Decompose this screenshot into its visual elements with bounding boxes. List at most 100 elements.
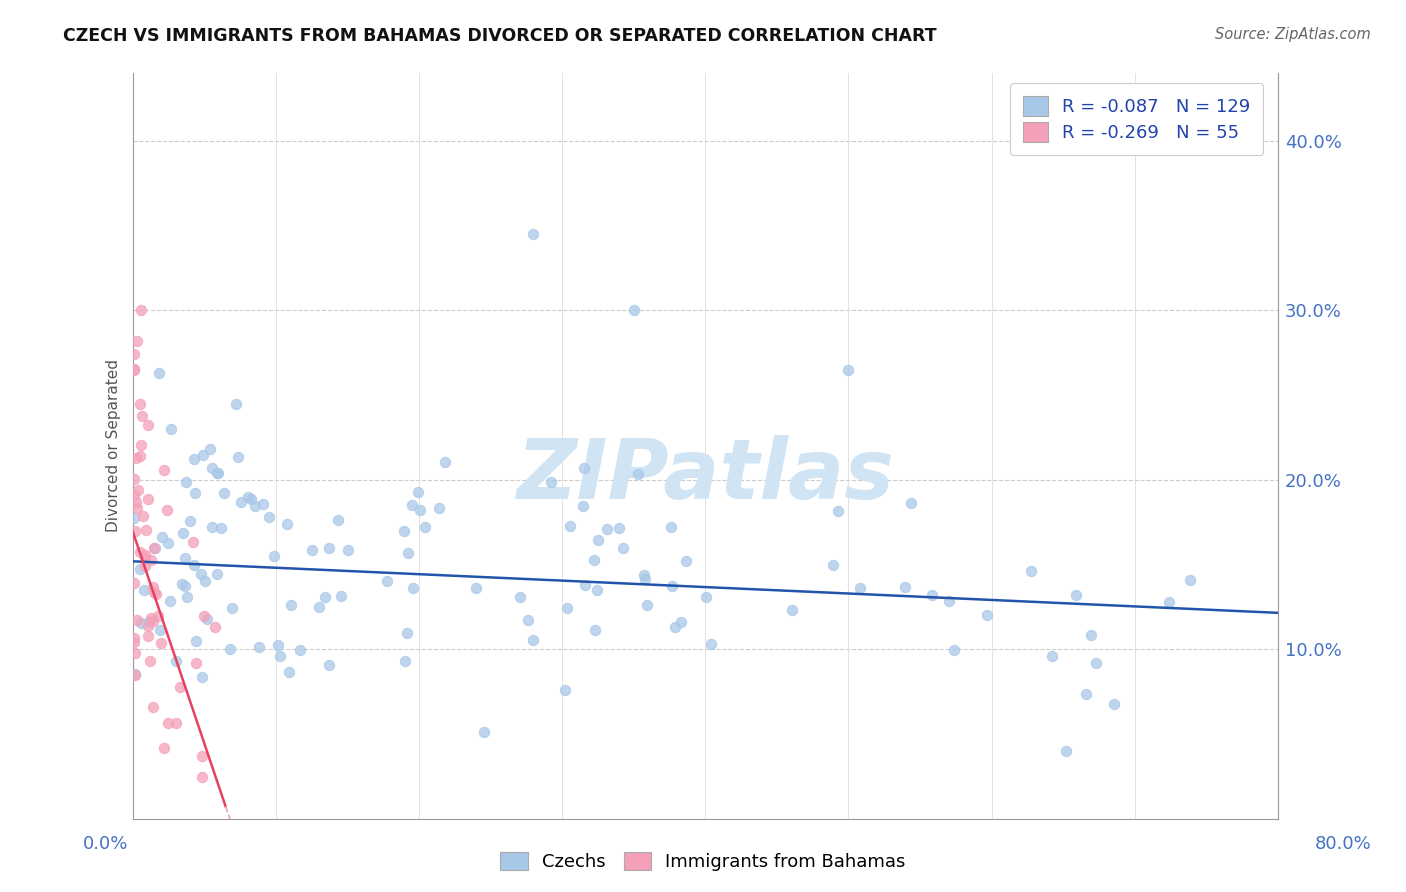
Point <box>849 581 872 595</box>
Point <box>138 615 160 629</box>
Point <box>156 503 179 517</box>
Point <box>225 397 247 411</box>
Point <box>169 680 191 694</box>
Point <box>165 654 187 668</box>
Point <box>136 619 159 633</box>
Point <box>127 501 149 516</box>
Point <box>1064 588 1087 602</box>
Point <box>122 473 145 487</box>
Point <box>160 422 183 436</box>
Point <box>181 535 204 549</box>
Point <box>522 227 544 241</box>
Point <box>402 582 425 596</box>
Point <box>190 670 212 684</box>
Point <box>636 598 658 612</box>
Point <box>125 613 148 627</box>
Point <box>156 716 179 731</box>
Point <box>172 525 194 540</box>
Point <box>607 521 630 535</box>
Point <box>122 362 145 376</box>
Point <box>124 668 146 682</box>
Point <box>699 637 721 651</box>
Point <box>172 577 194 591</box>
Point <box>1180 573 1202 587</box>
Point <box>129 562 152 576</box>
Point <box>138 655 160 669</box>
Point <box>132 582 155 597</box>
Point <box>176 591 198 605</box>
Point <box>125 334 148 348</box>
Legend: R = -0.087   N = 129, R = -0.269   N = 55: R = -0.087 N = 129, R = -0.269 N = 55 <box>1010 84 1263 155</box>
Point <box>129 303 152 318</box>
Point <box>142 699 165 714</box>
Point <box>157 536 180 550</box>
Point <box>149 623 172 637</box>
Point <box>195 612 218 626</box>
Point <box>122 635 145 649</box>
Point <box>821 558 844 573</box>
Point <box>572 461 595 475</box>
Point <box>207 466 229 480</box>
Point <box>125 494 148 508</box>
Point <box>837 362 859 376</box>
Point <box>633 572 655 586</box>
Y-axis label: Divorced or Separated: Divorced or Separated <box>107 359 121 533</box>
Point <box>278 665 301 680</box>
Point <box>134 548 156 562</box>
Point <box>226 450 249 465</box>
Text: 0.0%: 0.0% <box>83 835 128 853</box>
Point <box>136 491 159 506</box>
Point <box>183 558 205 573</box>
Point <box>1157 595 1180 609</box>
Point <box>122 487 145 501</box>
Point <box>136 418 159 433</box>
Point <box>191 748 214 763</box>
Point <box>143 541 166 555</box>
Point <box>337 543 360 558</box>
Point <box>288 642 311 657</box>
Point <box>245 500 267 514</box>
Point <box>976 607 998 622</box>
Point <box>942 643 965 657</box>
Point <box>174 475 197 489</box>
Point <box>329 589 352 603</box>
Point <box>409 503 432 517</box>
Point <box>318 657 340 672</box>
Point <box>318 541 340 555</box>
Point <box>184 485 207 500</box>
Point <box>184 656 207 670</box>
Point <box>209 521 232 535</box>
Point <box>124 646 146 660</box>
Point <box>204 620 226 634</box>
Point <box>221 600 243 615</box>
Point <box>1074 688 1097 702</box>
Point <box>633 567 655 582</box>
Point <box>314 590 336 604</box>
Point <box>612 541 634 555</box>
Point <box>139 553 162 567</box>
Point <box>472 724 495 739</box>
Point <box>540 475 562 489</box>
Point <box>165 716 187 731</box>
Point <box>586 533 609 548</box>
Point <box>191 448 214 462</box>
Point <box>509 590 531 604</box>
Point <box>132 509 155 524</box>
Point <box>190 566 212 581</box>
Point <box>415 520 437 534</box>
Point <box>894 580 917 594</box>
Point <box>247 640 270 655</box>
Point <box>231 494 253 508</box>
Point <box>427 500 450 515</box>
Point <box>124 666 146 681</box>
Point <box>1054 744 1077 758</box>
Point <box>664 620 686 634</box>
Point <box>143 541 166 556</box>
Point <box>212 486 235 500</box>
Point <box>827 504 849 518</box>
Point <box>139 610 162 624</box>
Point <box>207 566 229 581</box>
Point <box>921 588 943 602</box>
Point <box>148 367 170 381</box>
Point <box>135 523 157 537</box>
